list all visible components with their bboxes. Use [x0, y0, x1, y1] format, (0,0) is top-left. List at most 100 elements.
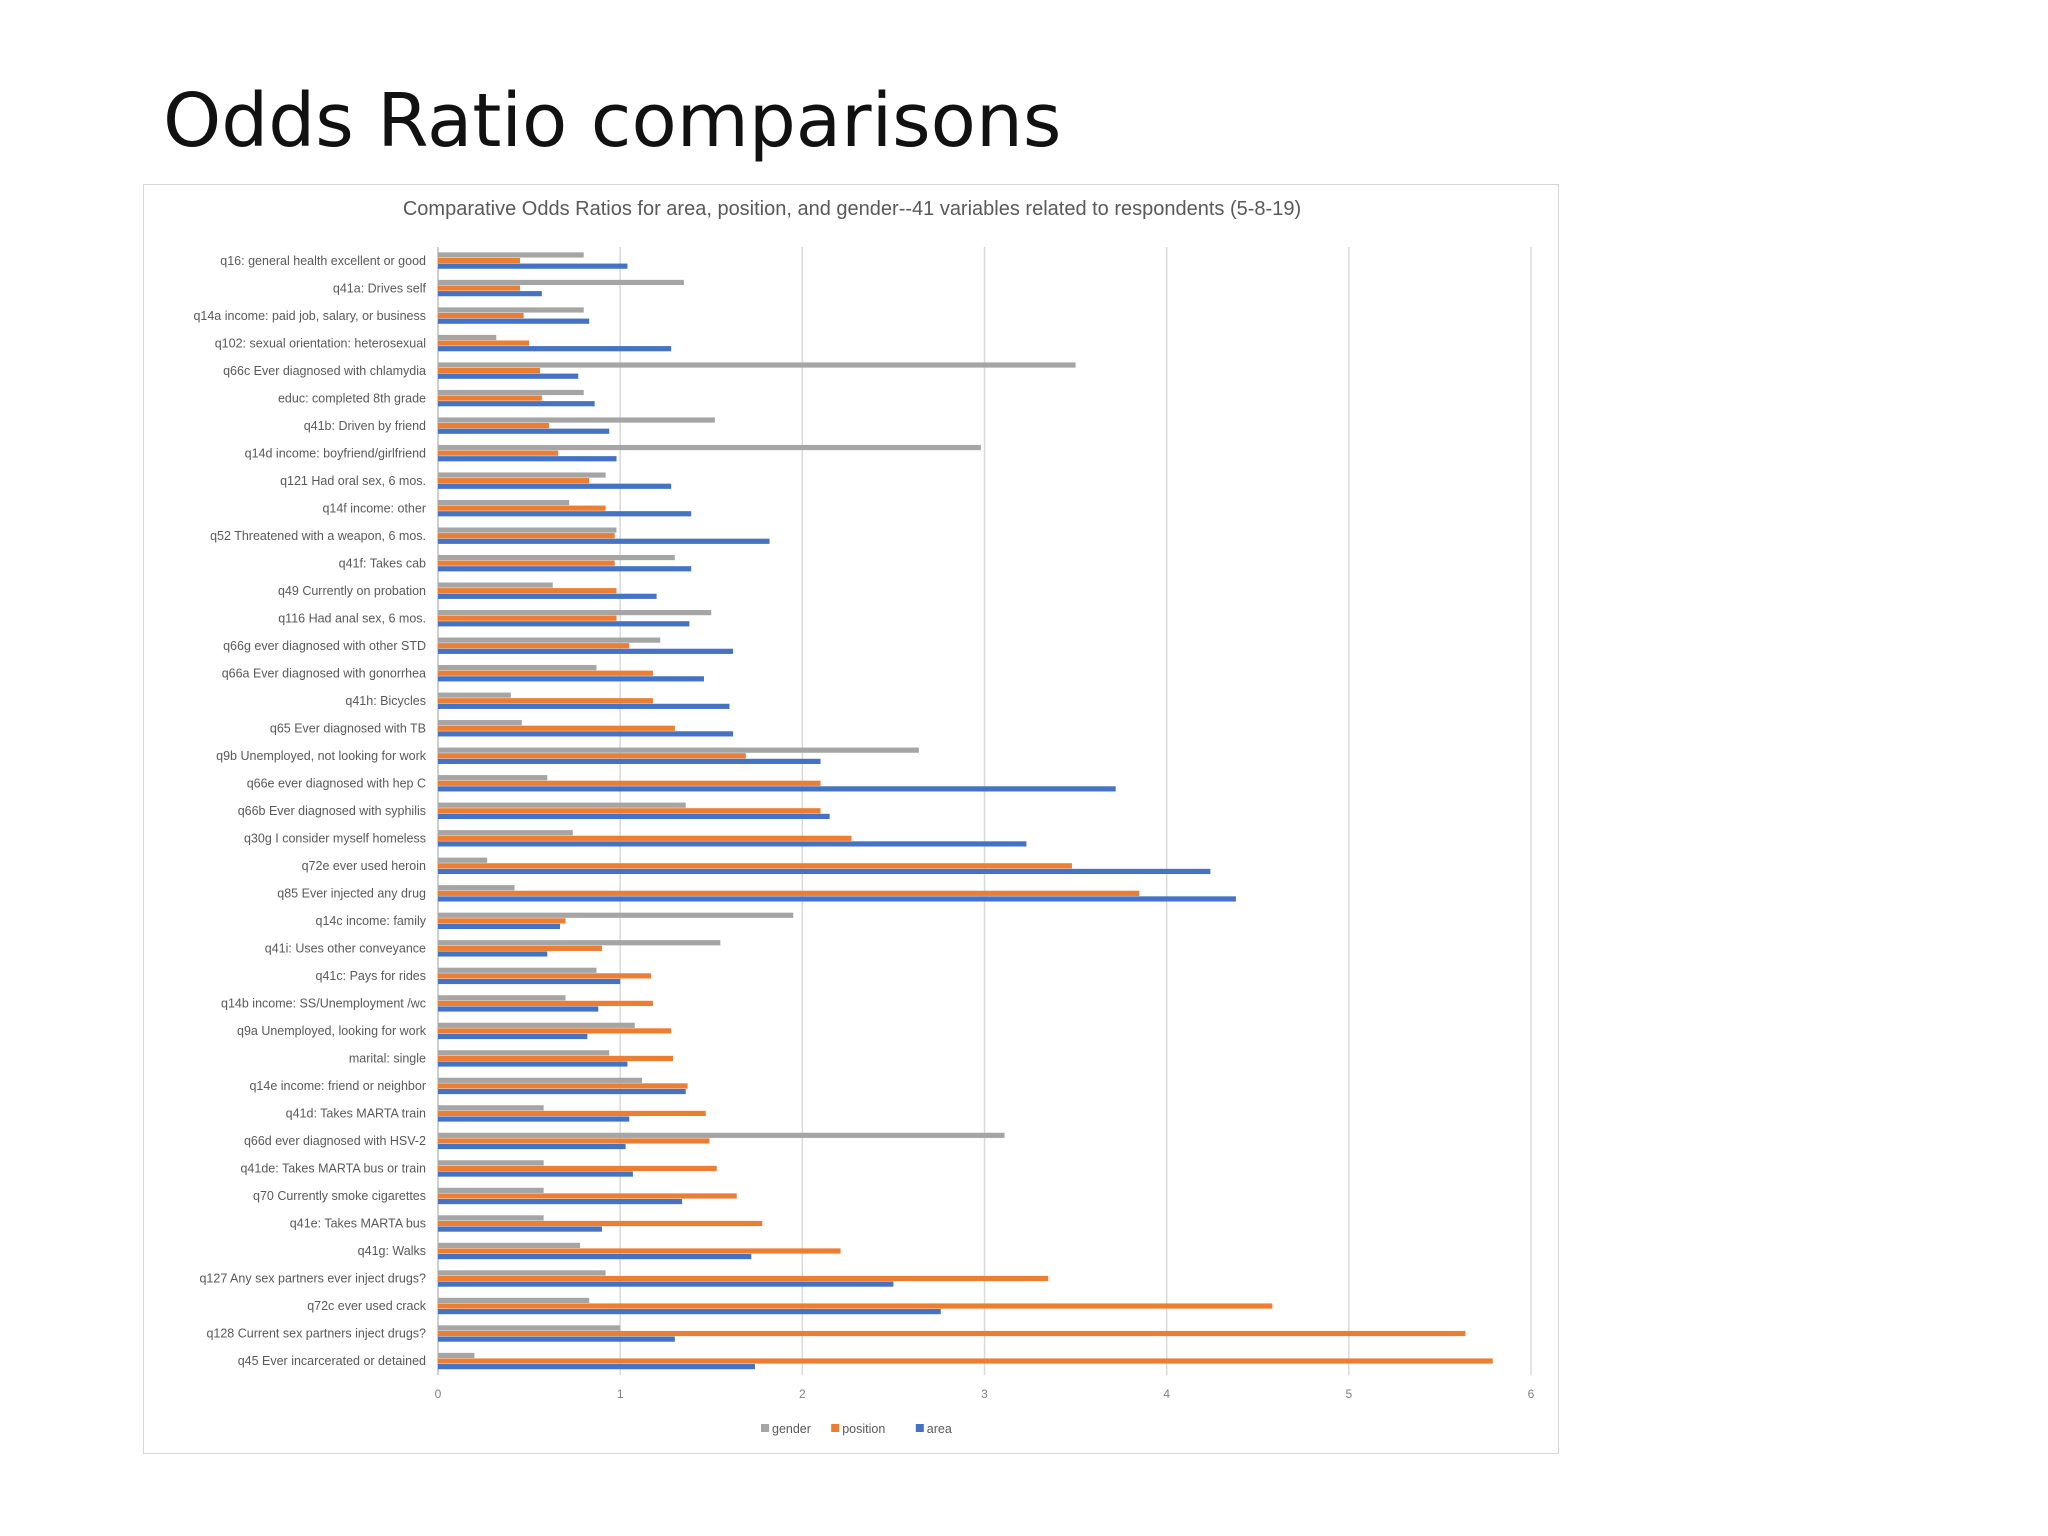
- bar-gender: [438, 1160, 544, 1166]
- bar-position: [438, 588, 617, 594]
- category-label: q41d: Takes MARTA train: [286, 1107, 426, 1121]
- bar-gender: [438, 940, 721, 946]
- category-label: q14d income: boyfriend/girlfriend: [245, 446, 426, 460]
- bar-position: [438, 1165, 717, 1172]
- bar-area: [438, 786, 1116, 792]
- bar-area: [438, 978, 621, 985]
- bar-gender: [438, 775, 548, 781]
- bar-area: [438, 896, 1236, 902]
- category-label: q30g I consider myself homeless: [244, 832, 426, 846]
- category-label: q41f: Takes cab: [339, 556, 426, 570]
- bar-position: [438, 1330, 1466, 1337]
- category-label: q16: general health excellent or good: [220, 254, 426, 268]
- legend-swatch-position: [831, 1424, 840, 1432]
- chart-title: Comparative Odds Ratios for area, positi…: [403, 198, 1301, 220]
- bar-area: [438, 676, 704, 682]
- x-tick-label: 1: [617, 1387, 624, 1401]
- bar-gender: [438, 334, 497, 341]
- bar-gender: [438, 444, 981, 451]
- bar-gender: [438, 1187, 544, 1193]
- category-label: q70 Currently smoke cigarettes: [253, 1189, 426, 1203]
- bar-gender: [438, 389, 584, 396]
- category-label: q41h: Bicycles: [345, 694, 426, 708]
- legend-label-area: area: [927, 1422, 952, 1436]
- bar-position: [438, 1358, 1493, 1364]
- bar-gender: [438, 1050, 610, 1056]
- bar-position: [438, 478, 590, 484]
- bar-area: [438, 1061, 628, 1067]
- bar-area: [438, 1253, 752, 1260]
- bar-area: [438, 401, 595, 407]
- bar-gender: [438, 1132, 1005, 1138]
- bar-position: [438, 1000, 653, 1006]
- category-label: q9a Unemployed, looking for work: [237, 1024, 427, 1038]
- bar-area: [438, 1088, 686, 1095]
- bar-gender: [438, 279, 684, 286]
- x-tick-label: 5: [1345, 1387, 1352, 1401]
- bar-position: [438, 395, 542, 401]
- bar-gender: [438, 1297, 590, 1304]
- category-label: q85 Ever injected any drug: [277, 887, 426, 901]
- category-label: q121 Had oral sex, 6 mos.: [280, 474, 426, 488]
- bar-position: [438, 1303, 1273, 1309]
- bar-gender: [438, 554, 675, 561]
- category-label: q72c ever used crack: [307, 1299, 427, 1313]
- bar-area: [438, 813, 830, 819]
- chart-gridlines: [437, 247, 1532, 1375]
- x-tick-label: 6: [1528, 1387, 1535, 1401]
- bar-position: [438, 643, 630, 649]
- bar-gender: [438, 830, 573, 836]
- category-label: q14e income: friend or neighbor: [249, 1079, 426, 1093]
- bar-gender: [438, 582, 553, 588]
- bar-position: [438, 340, 530, 346]
- bar-area: [438, 1006, 599, 1012]
- category-label: marital: single: [349, 1052, 426, 1066]
- bar-gender: [438, 1022, 635, 1028]
- bar-gender: [438, 720, 522, 726]
- bar-area: [438, 593, 657, 599]
- bar-position: [438, 312, 524, 319]
- legend-swatch-area: [915, 1424, 924, 1432]
- x-tick-label: 0: [435, 1387, 442, 1401]
- x-tick-label: 3: [981, 1387, 988, 1401]
- bar-gender: [438, 417, 715, 423]
- chart-x-tick-labels: 0 1 2 3 4 5 6: [435, 1387, 1535, 1401]
- bar-gender: [438, 912, 794, 918]
- category-label: q45 Ever incarcerated or detained: [238, 1354, 426, 1368]
- bar-area: [438, 566, 692, 572]
- category-label: q65 Ever diagnosed with TB: [270, 721, 426, 735]
- bar-position: [438, 973, 652, 979]
- category-label: q66c Ever diagnosed with chlamydia: [223, 364, 426, 378]
- bar-gender: [438, 1352, 475, 1359]
- category-label: q66g ever diagnosed with other STD: [223, 639, 426, 653]
- bar-position: [438, 863, 1072, 869]
- bar-area: [438, 291, 542, 297]
- bar-position: [438, 1193, 737, 1199]
- bar-area: [438, 1198, 683, 1205]
- bar-position: [438, 1220, 763, 1227]
- bar-gender: [438, 1242, 581, 1248]
- bar-position: [438, 423, 550, 429]
- bar-area: [438, 346, 672, 352]
- category-label: q41de: Takes MARTA bus or train: [240, 1162, 426, 1176]
- bar-position: [438, 753, 746, 759]
- bar-position: [438, 1055, 673, 1062]
- bar-gender: [438, 665, 597, 671]
- category-label: q66d ever diagnosed with HSV-2: [244, 1134, 426, 1148]
- bar-gender: [438, 802, 686, 808]
- bar-gender: [438, 885, 515, 891]
- category-label: q41a: Drives self: [333, 281, 427, 295]
- bar-position: [438, 533, 615, 539]
- bar-gender: [438, 527, 617, 533]
- bar-position: [438, 1138, 710, 1144]
- bar-position: [438, 257, 520, 264]
- category-label: q9b Unemployed, not looking for work: [216, 749, 427, 763]
- x-tick-label: 2: [799, 1387, 806, 1401]
- category-label: q66a Ever diagnosed with gonorrhea: [222, 666, 426, 680]
- category-label: q128 Current sex partners inject drugs?: [206, 1327, 426, 1341]
- bar-area: [438, 538, 770, 544]
- bar-area: [438, 1364, 755, 1370]
- chart-legend: gender position area: [761, 1422, 952, 1436]
- bar-area: [438, 511, 692, 517]
- legend-label-position: position: [842, 1422, 885, 1436]
